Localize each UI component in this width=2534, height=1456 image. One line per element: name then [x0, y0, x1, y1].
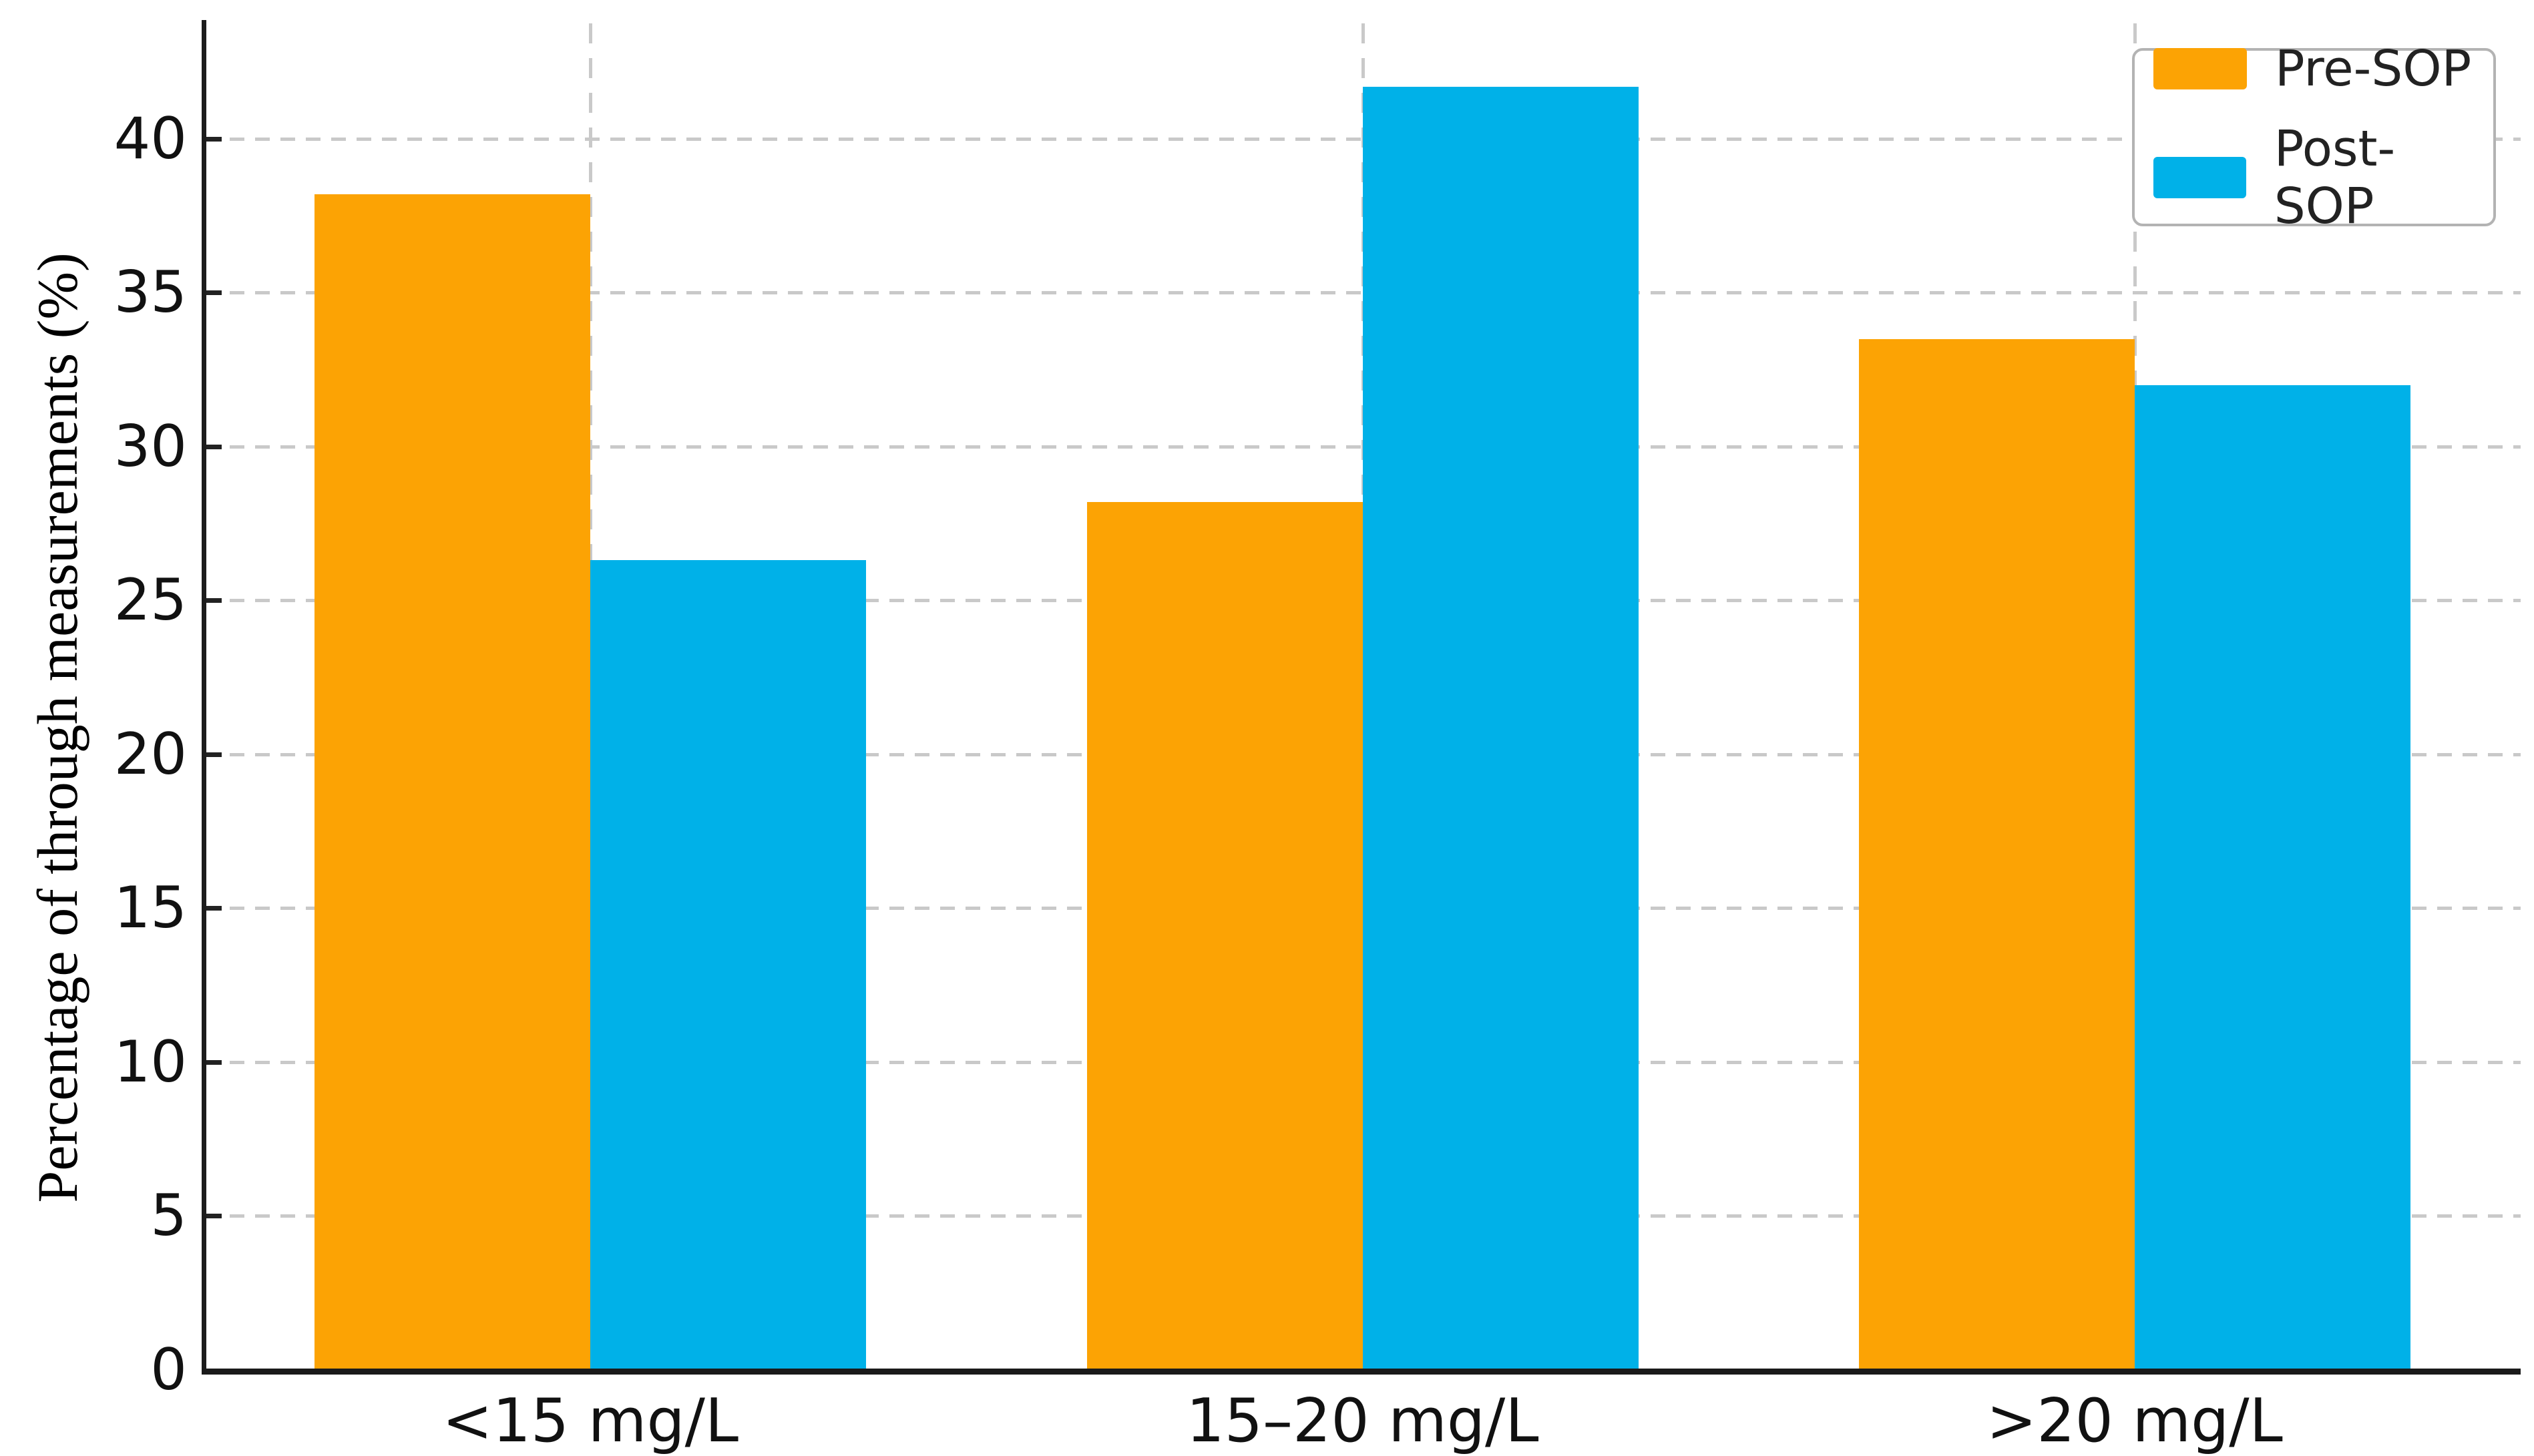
y-tick-mark: [204, 444, 222, 449]
y-tick-label: 25: [114, 567, 187, 634]
y-axis-label: Percentage of through measurements (%): [25, 252, 89, 1203]
bar-pre-sop-1: [1086, 501, 1363, 1370]
legend-label-pre-sop: Pre-SOP: [2275, 39, 2472, 97]
legend-row-pre-sop: Pre-SOP: [2153, 40, 2493, 97]
y-axis-spine: [202, 20, 206, 1373]
plot-area: [204, 23, 2521, 1370]
y-tick-label: 20: [114, 720, 187, 788]
x-tick-label: >20 mg/L: [1986, 1386, 2283, 1456]
y-tick-mark: [204, 290, 222, 296]
y-tick-label: 30: [114, 413, 187, 480]
post-sop-swatch-icon: [2153, 156, 2246, 198]
bar-pre-sop-2: [1858, 338, 2135, 1370]
x-tick-label: <15 mg/L: [442, 1386, 739, 1456]
y-tick-label: 5: [150, 1182, 187, 1250]
bar-post-sop-0: [590, 560, 867, 1370]
y-tick-mark: [204, 752, 222, 757]
y-tick-label: 40: [114, 105, 187, 172]
y-tick-mark: [204, 906, 222, 911]
y-tick-mark: [204, 1059, 222, 1065]
y-tick-mark: [204, 136, 222, 142]
x-tick-label: 15–20 mg/L: [1186, 1386, 1539, 1456]
y-tick-mark: [204, 598, 222, 603]
y-tick-label: 35: [114, 259, 187, 326]
y-tick-mark: [204, 1214, 222, 1219]
y-tick-label: 0: [150, 1337, 187, 1403]
y-tick-label: 15: [114, 875, 187, 942]
y-tick-label: 10: [114, 1028, 187, 1096]
legend-row-post-sop: Post-SOP: [2153, 120, 2493, 235]
pre-sop-swatch-icon: [2153, 47, 2247, 89]
legend-label-post-sop: Post-SOP: [2274, 119, 2396, 235]
bar-pre-sop-0: [314, 194, 591, 1370]
bar-post-sop-2: [2134, 385, 2410, 1370]
bar-post-sop-1: [1362, 86, 1639, 1370]
legend: Pre-SOP Post-SOP: [2132, 40, 2496, 235]
x-axis-line: [202, 1369, 2521, 1375]
